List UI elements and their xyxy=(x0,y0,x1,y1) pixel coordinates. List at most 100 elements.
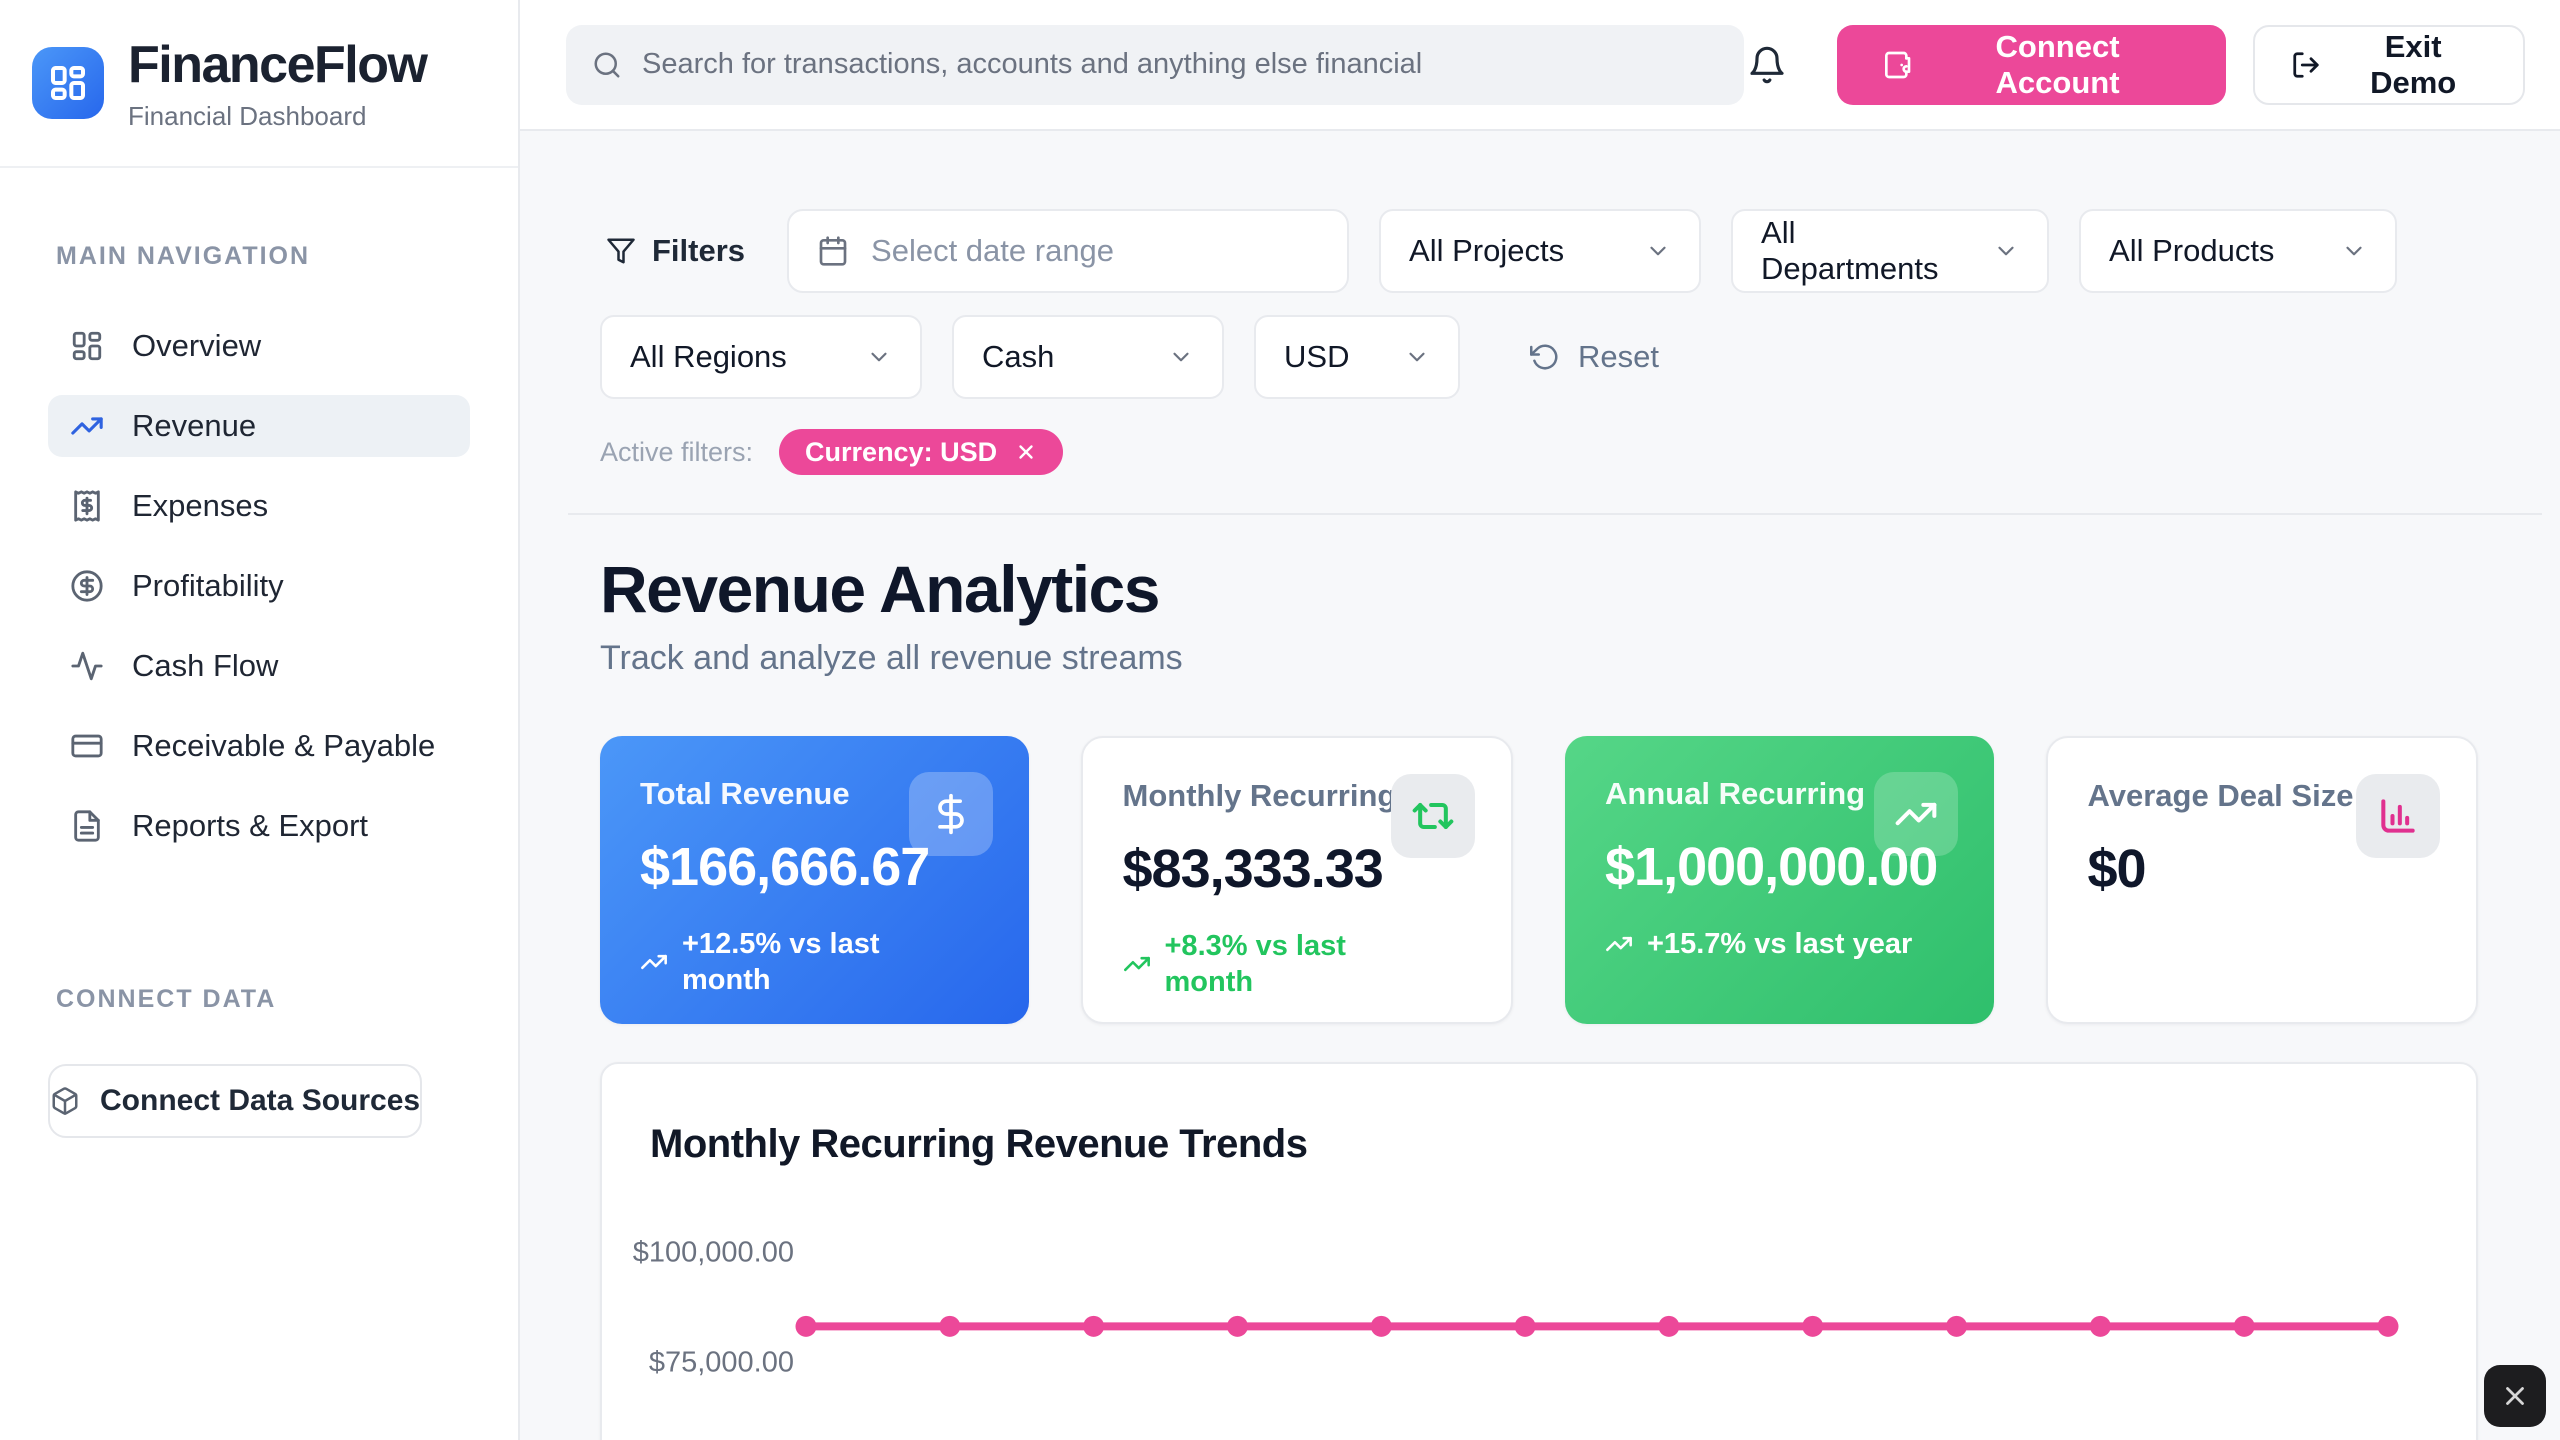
y-axis-tick: $100,000.00 xyxy=(632,1236,794,1269)
x-icon[interactable] xyxy=(1015,441,1037,463)
calendar-icon xyxy=(817,235,849,267)
stat-value: $1,000,000.00 xyxy=(1605,837,1938,897)
sidebar-item-reports-export[interactable]: Reports & Export xyxy=(48,795,470,857)
sidebar-item-expenses[interactable]: Expenses xyxy=(48,475,470,537)
trending-up-icon xyxy=(1605,930,1633,958)
stat-card-total-revenue: Total Revenue $166,666.67 +12.5% vs last… xyxy=(600,736,1029,1024)
page-title: Revenue Analytics xyxy=(600,552,1160,626)
repeat-icon xyxy=(1391,774,1475,858)
activity-icon xyxy=(70,649,104,683)
currency-select[interactable]: USD xyxy=(1254,315,1460,399)
trending-up-icon xyxy=(70,409,104,443)
sidebar-item-cash-flow[interactable]: Cash Flow xyxy=(48,635,470,697)
layout-grid-icon xyxy=(70,329,104,363)
active-filters-row: Active filters: Currency: USD xyxy=(600,429,2478,475)
chevron-down-icon xyxy=(1645,238,1671,264)
filter-chip-currency-usd[interactable]: Currency: USD xyxy=(779,429,1064,475)
filters-row-1: Filters Select date range All Projects A… xyxy=(600,209,2478,293)
connect-account-label: Connect Account xyxy=(1995,28,2120,100)
stat-value: $0 xyxy=(2087,839,2147,899)
notifications-button[interactable] xyxy=(1744,41,1791,89)
connect-data-header: CONNECT DATA xyxy=(56,985,277,1013)
sidebar-item-label: Reports & Export xyxy=(132,808,369,843)
dollar-icon xyxy=(908,772,993,856)
chevron-down-icon xyxy=(1404,344,1430,370)
chevron-down-icon xyxy=(866,344,892,370)
rotate-ccw-icon xyxy=(1530,342,1560,372)
active-filters-label: Active filters: xyxy=(600,436,754,467)
sidebar-item-label: Overview xyxy=(132,328,262,363)
stat-title: Total Revenue xyxy=(640,776,850,811)
stat-value: $166,666.67 xyxy=(640,837,930,897)
stat-card-annual-recurring: Annual Recurring $1,000,000.00 +15.7% vs… xyxy=(1565,736,1994,1024)
search-icon xyxy=(592,50,622,80)
date-range-placeholder: Select date range xyxy=(871,233,1115,268)
main-navigation: Overview Revenue Expenses Profitability … xyxy=(48,315,470,857)
wallet-icon xyxy=(1881,49,1913,81)
close-overlay-button[interactable] xyxy=(2484,1365,2546,1427)
chevron-down-icon xyxy=(1168,344,1194,370)
sidebar: FinanceFlow Financial Dashboard MAIN NAV… xyxy=(0,0,520,1440)
departments-select[interactable]: All Departments xyxy=(1731,209,2050,293)
connect-data-sources-label: Connect Data Sources xyxy=(100,1084,421,1117)
app-logo xyxy=(32,47,104,119)
sidebar-item-overview[interactable]: Overview xyxy=(48,315,470,377)
section-divider xyxy=(568,513,2542,515)
main-content: Filters Select date range All Projects A… xyxy=(520,131,2560,1440)
top-header: Connect Account Exit Demo xyxy=(520,0,2560,131)
connect-data-sources-button[interactable]: Connect Data Sources xyxy=(48,1064,423,1138)
stat-cards-row: Total Revenue $166,666.67 +12.5% vs last… xyxy=(600,736,2478,1024)
trending-up-icon xyxy=(1123,950,1151,978)
y-axis-tick: $75,000.00 xyxy=(648,1346,794,1379)
stat-title: Annual Recurring xyxy=(1605,776,1866,811)
filters-label: Filters xyxy=(606,233,745,269)
reset-label: Reset xyxy=(1578,339,1659,374)
search-input[interactable] xyxy=(642,48,1718,81)
reset-filters-button[interactable]: Reset xyxy=(1530,339,1659,375)
regions-select[interactable]: All Regions xyxy=(600,315,922,399)
nav-section-header: MAIN NAVIGATION xyxy=(56,242,311,270)
connect-account-button[interactable]: Connect Account xyxy=(1836,24,2227,105)
search-bar[interactable] xyxy=(566,24,1744,105)
stat-title: Monthly Recurring xyxy=(1122,778,1397,813)
layout-grid-icon xyxy=(48,63,88,103)
stat-card-average-deal-size: Average Deal Size $0 xyxy=(2045,736,2478,1024)
funnel-icon xyxy=(606,236,636,266)
sidebar-item-receivable-payable[interactable]: Receivable & Payable xyxy=(48,715,470,777)
file-text-icon xyxy=(70,809,104,843)
stat-title: Average Deal Size xyxy=(2087,778,2354,813)
brand: FinanceFlow Financial Dashboard xyxy=(0,0,518,168)
trending-up-icon xyxy=(640,948,668,976)
exit-demo-button[interactable]: Exit Demo xyxy=(2253,24,2525,105)
cube-icon xyxy=(50,1086,80,1116)
chart-title: Monthly Recurring Revenue Trends xyxy=(650,1122,1308,1166)
projects-select[interactable]: All Projects xyxy=(1379,209,1702,293)
bar-chart-icon xyxy=(2356,774,2440,858)
filters-row-2: All Regions Cash USD xyxy=(600,315,2478,399)
log-out-icon xyxy=(2291,50,2321,80)
brand-text: FinanceFlow Financial Dashboard xyxy=(128,35,428,132)
sidebar-item-label: Cash Flow xyxy=(132,648,279,683)
sidebar-item-label: Expenses xyxy=(132,488,269,523)
sidebar-item-revenue[interactable]: Revenue xyxy=(48,395,470,457)
credit-card-icon xyxy=(70,729,104,763)
date-range-input[interactable]: Select date range xyxy=(787,209,1350,293)
app-subtitle: Financial Dashboard xyxy=(128,100,367,131)
receipt-icon xyxy=(70,489,104,523)
app-title: FinanceFlow xyxy=(128,35,428,94)
stat-card-monthly-recurring: Monthly Recurring $83,333.33 +8.3% vs la… xyxy=(1080,736,1513,1024)
bell-icon xyxy=(1747,45,1787,85)
page-subtitle: Track and analyze all revenue streams xyxy=(600,639,1183,677)
dollar-circle-icon xyxy=(70,569,104,603)
cash-basis-select[interactable]: Cash xyxy=(952,315,1224,399)
stat-change: +12.5% vs last month xyxy=(640,926,989,999)
products-select[interactable]: All Products xyxy=(2079,209,2398,293)
sidebar-item-label: Profitability xyxy=(132,568,284,603)
mrr-trends-chart-card: Monthly Recurring Revenue Trends $100,00… xyxy=(600,1062,2478,1440)
sidebar-item-profitability[interactable]: Profitability xyxy=(48,555,470,617)
trending-up-icon xyxy=(1873,772,1958,856)
exit-demo-label: Exit Demo xyxy=(2370,28,2457,100)
sidebar-item-label: Receivable & Payable xyxy=(132,728,436,763)
stat-value: $83,333.33 xyxy=(1122,839,1384,899)
stat-change: +8.3% vs last month xyxy=(1123,928,1472,1001)
